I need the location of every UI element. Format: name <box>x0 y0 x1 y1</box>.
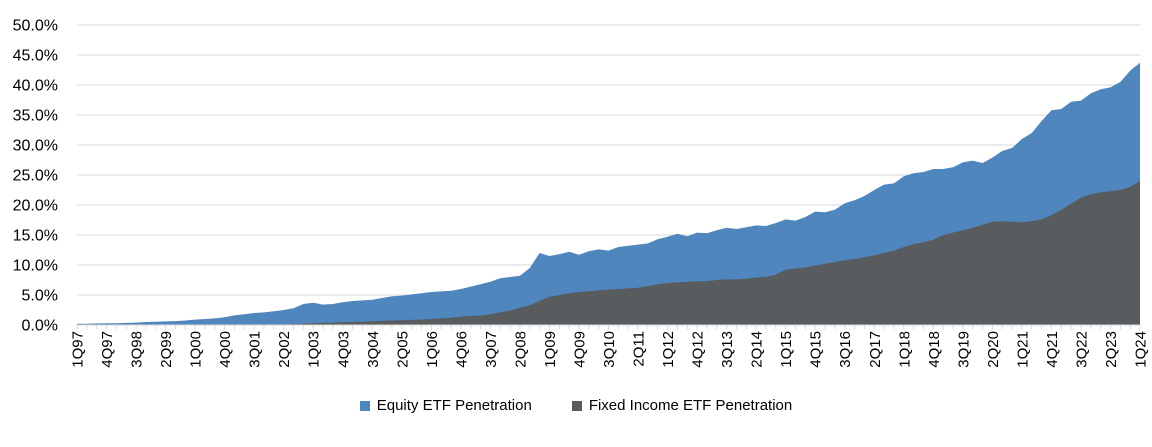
x-axis-label: 3Q10 <box>601 331 618 368</box>
legend-label: Fixed Income ETF Penetration <box>588 397 793 414</box>
x-axis-label: 1Q09 <box>542 331 559 368</box>
x-axis-label: 1Q24 <box>1133 331 1150 368</box>
y-axis-label: 5.0% <box>22 288 58 305</box>
x-axis-label: 2Q05 <box>394 331 411 368</box>
x-axis-label: 2Q17 <box>867 331 884 368</box>
x-axis-label: 4Q18 <box>926 331 943 368</box>
x-axis-label: 1Q06 <box>424 331 441 368</box>
x-axis-label: 4Q03 <box>335 331 352 368</box>
legend-swatch <box>359 400 370 411</box>
legend-item-fixed-income-etf-penetration: Fixed Income ETF Penetration <box>571 397 793 414</box>
y-axis-label: 45.0% <box>13 48 58 65</box>
x-axis-label: 3Q19 <box>955 331 972 368</box>
x-axis-label: 4Q00 <box>217 331 234 368</box>
x-axis-label: 1Q97 <box>70 331 87 368</box>
x-axis-label: 1Q21 <box>1014 331 1031 368</box>
y-axis-label: 25.0% <box>13 168 58 185</box>
x-axis-label: 4Q06 <box>453 331 470 368</box>
x-axis-label: 1Q12 <box>660 331 677 368</box>
x-axis-label: 2Q20 <box>985 331 1002 368</box>
x-axis-label: 4Q12 <box>690 331 707 368</box>
x-axis-label: 2Q99 <box>158 331 175 368</box>
y-axis-label: 40.0% <box>13 78 58 95</box>
x-axis-label: 1Q15 <box>778 331 795 368</box>
legend-label: Equity ETF Penetration <box>376 397 532 414</box>
x-axis-label: 4Q97 <box>99 331 116 368</box>
chart-legend: Equity ETF Penetration Fixed Income ETF P… <box>0 398 1152 413</box>
y-axis-label: 20.0% <box>13 198 58 215</box>
x-axis-label: 4Q21 <box>1044 331 1061 368</box>
x-axis-label: 3Q04 <box>365 331 382 368</box>
legend-swatch <box>571 400 582 411</box>
y-axis-label: 50.0% <box>13 18 58 35</box>
x-axis-label: 4Q15 <box>808 331 825 368</box>
x-axis-label: 2Q11 <box>631 331 648 367</box>
x-axis-label: 1Q18 <box>896 331 913 368</box>
legend-item-equity-etf-penetration: Equity ETF Penetration <box>359 397 532 414</box>
x-axis-label: 3Q13 <box>719 331 736 368</box>
x-axis-label: 3Q22 <box>1073 331 1090 368</box>
y-axis-label: 30.0% <box>13 138 58 155</box>
y-axis-label: 10.0% <box>13 258 58 275</box>
area-chart-canvas: 0.0% 5.0% 10.0% 15.0% 20.0% 25.0% 30.0% 35.0% 40… <box>13 18 1150 368</box>
x-axis-label: 2Q08 <box>512 331 529 368</box>
x-axis-label: 3Q07 <box>483 331 500 368</box>
y-axis-label: 15.0% <box>13 228 58 245</box>
x-axis-label: 3Q16 <box>837 331 854 368</box>
x-axis-label: 2Q14 <box>749 331 766 368</box>
x-axis-label: 1Q03 <box>306 331 323 368</box>
x-axis-label: 2Q23 <box>1103 331 1120 368</box>
x-axis-label: 1Q00 <box>188 331 205 368</box>
area-fixed-income-etf-penetration <box>77 181 1140 325</box>
x-axis-label: 3Q01 <box>247 331 264 368</box>
y-axis-label: 35.0% <box>13 108 58 125</box>
x-axis-label: 3Q98 <box>129 331 146 368</box>
y-axis-label: 0.0% <box>22 318 58 335</box>
x-axis-label: 4Q09 <box>571 331 588 368</box>
x-axis-label: 2Q02 <box>276 331 293 368</box>
